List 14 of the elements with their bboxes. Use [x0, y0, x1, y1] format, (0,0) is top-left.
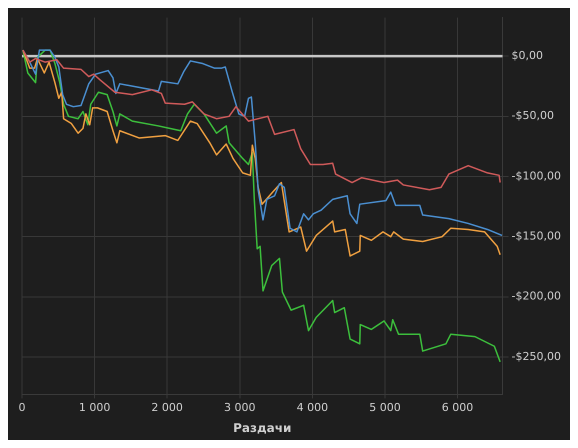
y-tick-label: -$250,00	[512, 350, 562, 363]
x-tick-label: 2 000	[151, 400, 183, 414]
x-tick-label: 6 000	[442, 400, 474, 414]
y-tick-label: -$200,00	[512, 290, 562, 303]
x-tick-label: 5 000	[369, 400, 401, 414]
y-tick-label: $0,00	[512, 48, 544, 62]
x-tick-label: 1 000	[78, 400, 110, 414]
x-axis-title: Раздачи	[233, 420, 292, 435]
y-tick-label: -$100,00	[512, 169, 562, 182]
x-tick-label: 0	[18, 400, 26, 414]
y-tick-label: -$150,00	[512, 230, 562, 243]
x-tick-label: 4 000	[296, 400, 328, 414]
x-tick-label: 3 000	[224, 400, 256, 414]
y-tick-label: -$50,00	[512, 109, 554, 122]
